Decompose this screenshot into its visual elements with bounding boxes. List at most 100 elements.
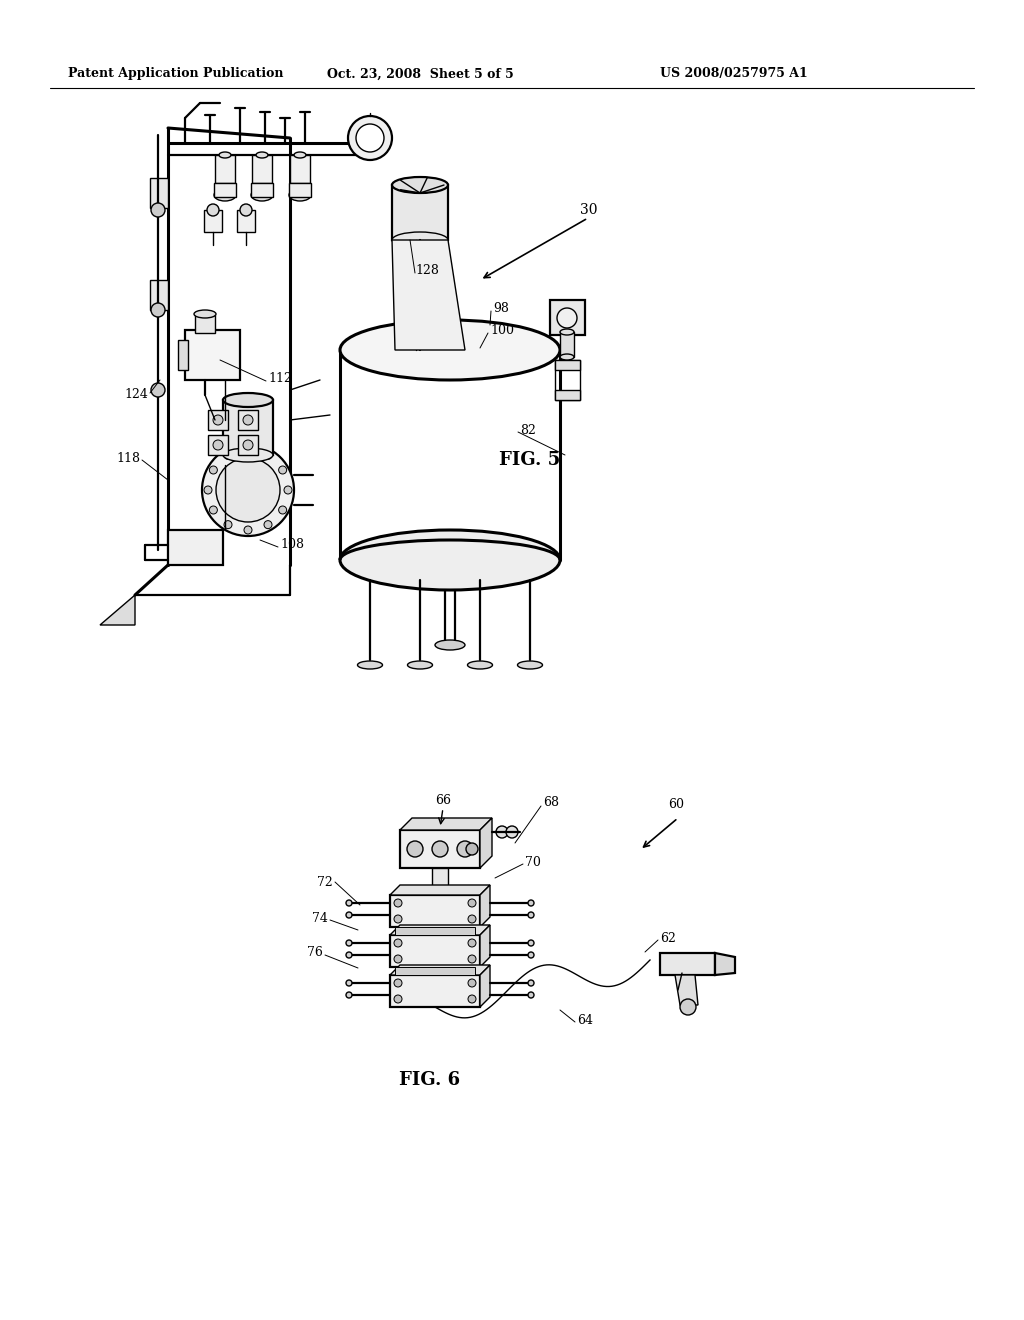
Polygon shape (390, 965, 490, 975)
Polygon shape (480, 818, 492, 869)
Text: 74: 74 (312, 912, 328, 924)
Text: 124: 124 (124, 388, 148, 401)
Circle shape (394, 954, 402, 964)
Circle shape (457, 841, 473, 857)
Bar (237, 210, 255, 232)
Ellipse shape (289, 189, 311, 201)
Circle shape (506, 826, 518, 838)
Bar (390, 935, 480, 968)
Ellipse shape (435, 640, 465, 649)
Text: Oct. 23, 2008  Sheet 5 of 5: Oct. 23, 2008 Sheet 5 of 5 (327, 67, 513, 81)
Circle shape (468, 939, 476, 946)
Ellipse shape (340, 531, 560, 590)
Ellipse shape (346, 940, 352, 946)
Text: FIG. 5: FIG. 5 (500, 451, 560, 469)
Circle shape (213, 440, 223, 450)
Ellipse shape (528, 900, 534, 906)
Bar (390, 895, 480, 927)
Text: 112: 112 (268, 371, 292, 384)
Circle shape (468, 954, 476, 964)
Circle shape (279, 506, 287, 513)
Circle shape (244, 525, 252, 535)
Circle shape (209, 466, 217, 474)
Ellipse shape (340, 319, 560, 380)
Bar (238, 436, 258, 455)
Circle shape (243, 414, 253, 425)
Circle shape (466, 843, 478, 855)
Text: 118: 118 (116, 451, 140, 465)
Ellipse shape (346, 900, 352, 906)
Polygon shape (480, 925, 490, 968)
Text: 82: 82 (520, 424, 536, 437)
Ellipse shape (346, 979, 352, 986)
Ellipse shape (560, 354, 574, 360)
Bar (555, 360, 580, 400)
Circle shape (557, 308, 577, 327)
Text: 98: 98 (493, 301, 509, 314)
Ellipse shape (528, 940, 534, 946)
Circle shape (264, 520, 272, 528)
Ellipse shape (528, 993, 534, 998)
Bar (168, 531, 223, 565)
Circle shape (394, 939, 402, 946)
Circle shape (209, 506, 217, 513)
Ellipse shape (346, 912, 352, 917)
Text: 128: 128 (415, 264, 439, 276)
Circle shape (468, 899, 476, 907)
Ellipse shape (219, 152, 231, 158)
Ellipse shape (346, 952, 352, 958)
Circle shape (284, 486, 292, 494)
Ellipse shape (392, 177, 449, 193)
Ellipse shape (256, 152, 268, 158)
Bar (208, 436, 228, 455)
Text: 60: 60 (668, 799, 684, 812)
Text: 108: 108 (280, 539, 304, 552)
Ellipse shape (346, 993, 352, 998)
Bar (150, 280, 168, 310)
Bar (560, 333, 574, 356)
Circle shape (207, 205, 219, 216)
Bar (214, 183, 236, 197)
Polygon shape (480, 884, 490, 927)
Ellipse shape (194, 310, 216, 318)
Text: Patent Application Publication: Patent Application Publication (68, 67, 284, 81)
Bar (550, 300, 585, 335)
Circle shape (240, 205, 252, 216)
Circle shape (279, 466, 287, 474)
Ellipse shape (528, 979, 534, 986)
Ellipse shape (223, 447, 273, 462)
Bar (150, 178, 168, 209)
Bar (215, 154, 234, 183)
Text: 68: 68 (543, 796, 559, 809)
Text: 66: 66 (435, 793, 451, 807)
Ellipse shape (528, 952, 534, 958)
Ellipse shape (251, 189, 273, 201)
Ellipse shape (357, 661, 383, 669)
Circle shape (244, 446, 252, 454)
Bar (555, 389, 580, 400)
Text: 100: 100 (490, 323, 514, 337)
Circle shape (224, 451, 232, 459)
Bar (178, 341, 188, 370)
Ellipse shape (294, 152, 306, 158)
Circle shape (204, 486, 212, 494)
Bar (555, 360, 580, 370)
Polygon shape (480, 965, 490, 1007)
Circle shape (356, 124, 384, 152)
Bar (251, 183, 273, 197)
Ellipse shape (528, 912, 534, 917)
Circle shape (468, 995, 476, 1003)
Circle shape (216, 458, 280, 521)
Polygon shape (392, 240, 465, 350)
Ellipse shape (560, 329, 574, 335)
Bar (195, 315, 215, 333)
Bar (400, 830, 480, 869)
Polygon shape (715, 953, 735, 975)
Text: US 2008/0257975 A1: US 2008/0257975 A1 (660, 67, 808, 81)
Circle shape (348, 116, 392, 160)
Bar (185, 330, 240, 380)
Circle shape (243, 440, 253, 450)
Circle shape (468, 915, 476, 923)
Bar (252, 154, 272, 183)
Circle shape (264, 451, 272, 459)
